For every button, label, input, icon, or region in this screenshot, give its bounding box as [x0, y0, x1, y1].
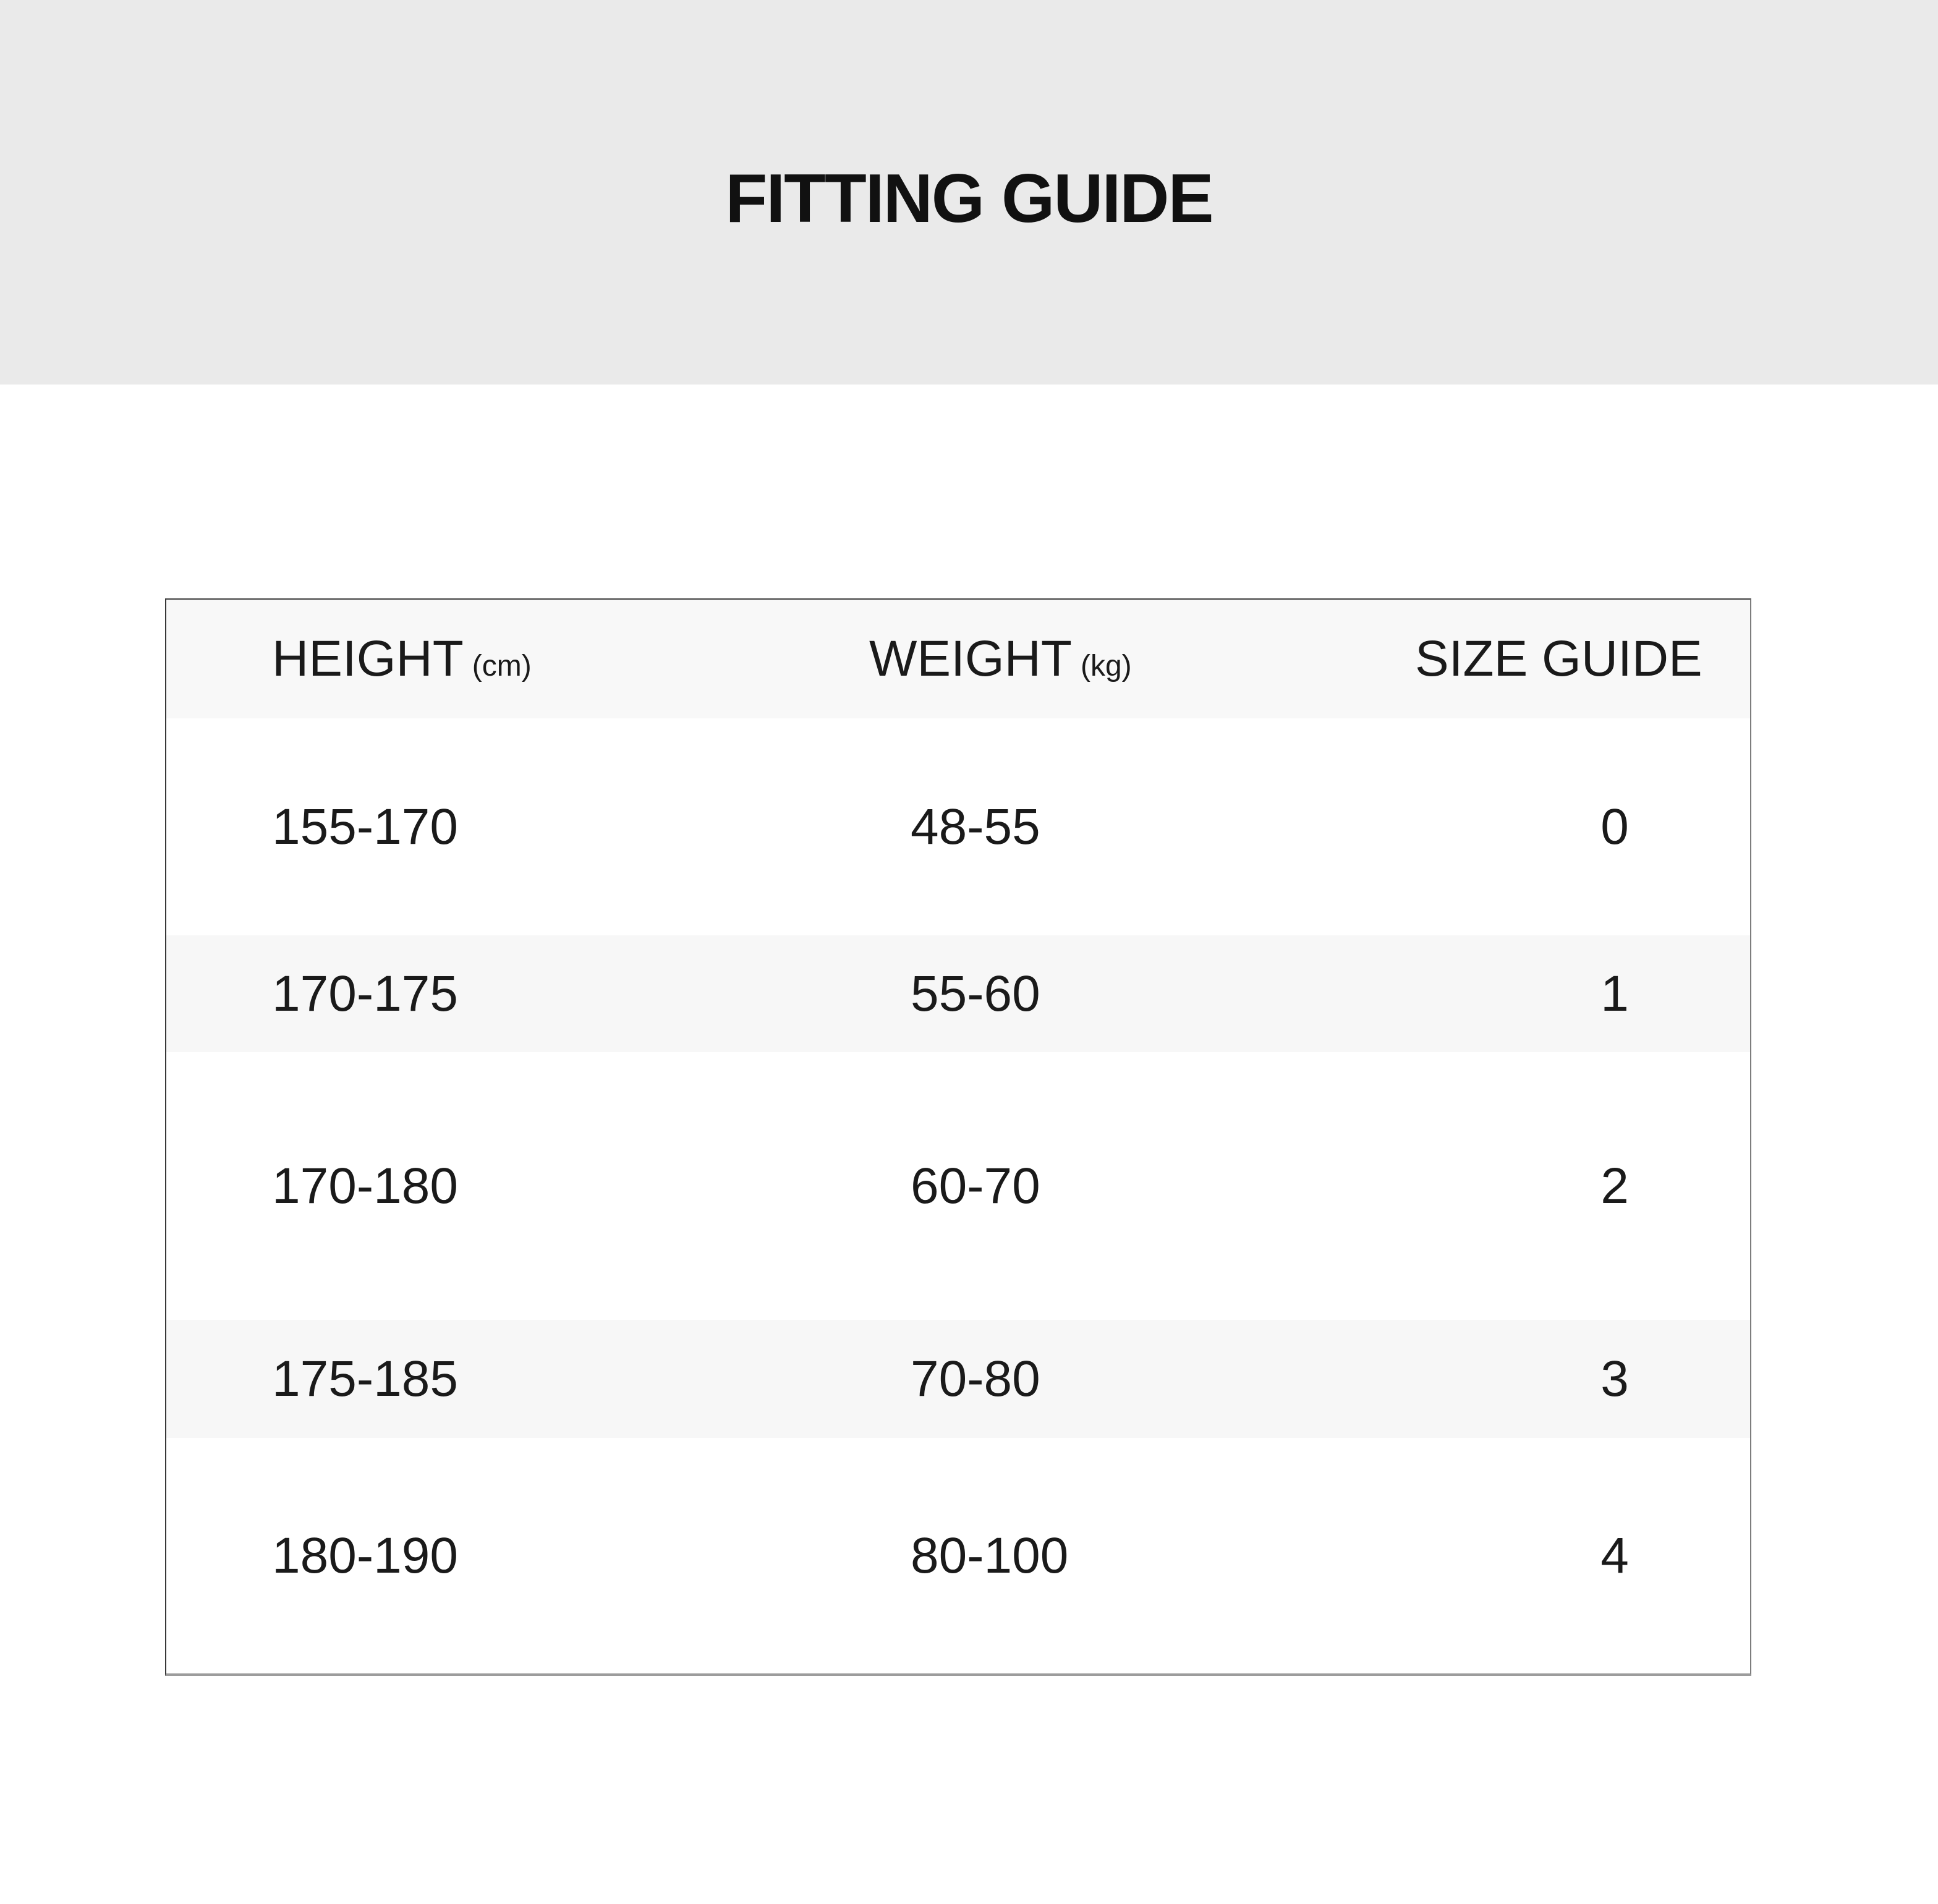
column-header-height-label: HEIGHT [272, 631, 464, 687]
cell-height-range: 180-190 [272, 1527, 458, 1584]
cell-height-range: 170-175 [272, 965, 458, 1022]
column-header-weight-unit: (kg) [1080, 650, 1132, 682]
cell-weight-range: 55-60 [911, 965, 1040, 1022]
cell-weight-range: 70-80 [911, 1350, 1040, 1407]
table-row: 155-170 48-55 0 [166, 718, 1750, 935]
cell-weight-range: 80-100 [911, 1527, 1069, 1584]
column-header-size-guide-label: SIZE GUIDE [1415, 631, 1702, 687]
column-header-weight-label: WEIGHT [869, 631, 1072, 687]
cell-size-value: 2 [1600, 1157, 1629, 1214]
cell-weight-range: 48-55 [911, 798, 1040, 855]
fitting-guide-table: HEIGHT (cm) WEIGHT (kg) SIZE GUIDE 155-170… [165, 598, 1751, 1676]
cell-height-range: 155-170 [272, 798, 458, 855]
page-title: FITTING GUIDE [725, 159, 1214, 237]
table-row: 175-185 70-80 3 [166, 1320, 1750, 1438]
hero-banner: FITTING GUIDE [0, 0, 1938, 385]
table-row: 170-180 60-70 2 [166, 1052, 1750, 1320]
cell-size-value: 1 [1600, 965, 1629, 1022]
cell-size-value: 3 [1600, 1350, 1629, 1407]
table-header-row: HEIGHT (cm) WEIGHT (kg) SIZE GUIDE [166, 600, 1750, 718]
table-row: 180-190 80-100 4 [166, 1438, 1750, 1673]
column-header-size-guide: SIZE GUIDE [1415, 630, 1750, 688]
cell-size-value: 4 [1600, 1527, 1629, 1584]
cell-weight-range: 60-70 [911, 1157, 1040, 1214]
column-header-height: HEIGHT (cm) [166, 630, 869, 688]
cell-height-range: 175-185 [272, 1350, 458, 1407]
column-header-height-unit: (cm) [472, 650, 532, 682]
table-body: 155-170 48-55 0 170-175 55-60 1 170-180 … [166, 718, 1750, 1673]
cell-height-range: 170-180 [272, 1157, 458, 1214]
table-row: 170-175 55-60 1 [166, 935, 1750, 1052]
cell-size-value: 0 [1600, 798, 1629, 855]
column-header-weight: WEIGHT (kg) [869, 630, 1415, 688]
